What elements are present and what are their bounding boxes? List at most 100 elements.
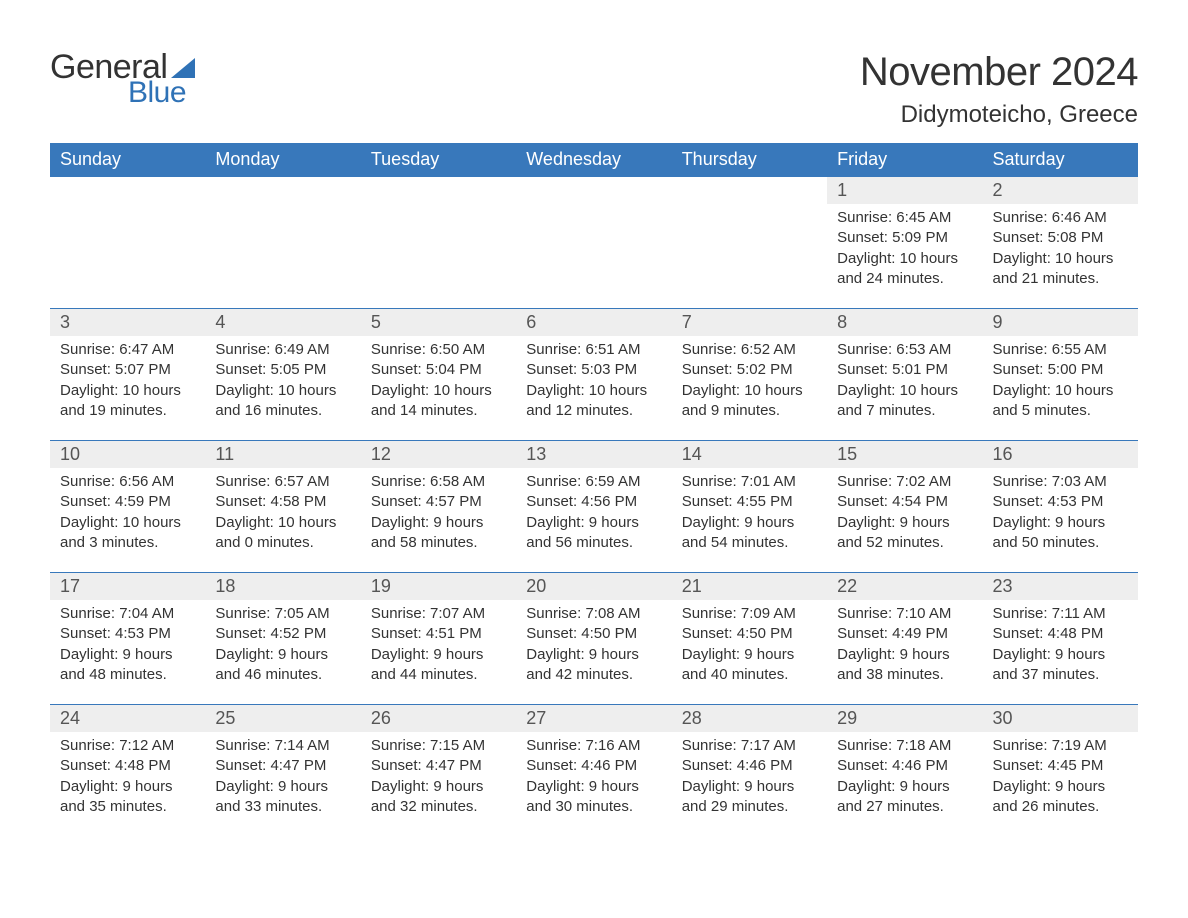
sunset-line: Sunset: 4:51 PM: [371, 624, 506, 644]
day-header: Monday: [205, 143, 360, 177]
day-number: 2: [983, 177, 1138, 204]
sunrise-line: Sunrise: 7:05 AM: [215, 604, 350, 624]
day-cell: 25Sunrise: 7:14 AMSunset: 4:47 PMDayligh…: [205, 705, 360, 837]
day-number: 15: [827, 441, 982, 468]
week-row: 1Sunrise: 6:45 AMSunset: 5:09 PMDaylight…: [50, 177, 1138, 309]
day-number: 10: [50, 441, 205, 468]
week-row: 3Sunrise: 6:47 AMSunset: 5:07 PMDaylight…: [50, 309, 1138, 441]
day-cell: 9Sunrise: 6:55 AMSunset: 5:00 PMDaylight…: [983, 309, 1138, 441]
day-cell: 24Sunrise: 7:12 AMSunset: 4:48 PMDayligh…: [50, 705, 205, 837]
sunrise-line: Sunrise: 6:50 AM: [371, 340, 506, 360]
sunrise-line: Sunrise: 7:01 AM: [682, 472, 817, 492]
daylight-line: Daylight: 9 hours and 29 minutes.: [682, 777, 817, 818]
sunset-line: Sunset: 4:53 PM: [993, 492, 1128, 512]
day-number: 16: [983, 441, 1138, 468]
page-header: General Blue November 2024 Didymoteicho,…: [50, 50, 1138, 129]
day-details: Sunrise: 6:55 AMSunset: 5:00 PMDaylight:…: [983, 336, 1138, 431]
sunrise-line: Sunrise: 7:02 AM: [837, 472, 972, 492]
day-header: Friday: [827, 143, 982, 177]
day-cell: 20Sunrise: 7:08 AMSunset: 4:50 PMDayligh…: [516, 573, 671, 705]
sunset-line: Sunset: 4:46 PM: [526, 756, 661, 776]
day-number: 25: [205, 705, 360, 732]
sunset-line: Sunset: 5:03 PM: [526, 360, 661, 380]
day-number: 24: [50, 705, 205, 732]
daylight-line: Daylight: 9 hours and 52 minutes.: [837, 513, 972, 554]
sunset-line: Sunset: 5:09 PM: [837, 228, 972, 248]
calendar-body: 1Sunrise: 6:45 AMSunset: 5:09 PMDaylight…: [50, 177, 1138, 837]
day-details: Sunrise: 7:10 AMSunset: 4:49 PMDaylight:…: [827, 600, 982, 695]
day-number: 7: [672, 309, 827, 336]
day-cell: 22Sunrise: 7:10 AMSunset: 4:49 PMDayligh…: [827, 573, 982, 705]
day-details: Sunrise: 6:46 AMSunset: 5:08 PMDaylight:…: [983, 204, 1138, 299]
day-number: 20: [516, 573, 671, 600]
sunset-line: Sunset: 4:47 PM: [371, 756, 506, 776]
sunset-line: Sunset: 4:49 PM: [837, 624, 972, 644]
sunset-line: Sunset: 4:48 PM: [60, 756, 195, 776]
day-details: Sunrise: 7:16 AMSunset: 4:46 PMDaylight:…: [516, 732, 671, 827]
sunset-line: Sunset: 5:02 PM: [682, 360, 817, 380]
month-title: November 2024: [860, 50, 1138, 95]
day-cell: 7Sunrise: 6:52 AMSunset: 5:02 PMDaylight…: [672, 309, 827, 441]
sunrise-line: Sunrise: 6:55 AM: [993, 340, 1128, 360]
sunrise-line: Sunrise: 6:51 AM: [526, 340, 661, 360]
daylight-line: Daylight: 10 hours and 12 minutes.: [526, 381, 661, 422]
day-details: Sunrise: 6:47 AMSunset: 5:07 PMDaylight:…: [50, 336, 205, 431]
day-cell: 8Sunrise: 6:53 AMSunset: 5:01 PMDaylight…: [827, 309, 982, 441]
daylight-line: Daylight: 9 hours and 38 minutes.: [837, 645, 972, 686]
day-details: Sunrise: 7:05 AMSunset: 4:52 PMDaylight:…: [205, 600, 360, 695]
day-details: Sunrise: 7:11 AMSunset: 4:48 PMDaylight:…: [983, 600, 1138, 695]
sunset-line: Sunset: 4:56 PM: [526, 492, 661, 512]
day-cell: 14Sunrise: 7:01 AMSunset: 4:55 PMDayligh…: [672, 441, 827, 573]
daylight-line: Daylight: 9 hours and 30 minutes.: [526, 777, 661, 818]
day-cell: 28Sunrise: 7:17 AMSunset: 4:46 PMDayligh…: [672, 705, 827, 837]
sunset-line: Sunset: 5:05 PM: [215, 360, 350, 380]
daylight-line: Daylight: 9 hours and 42 minutes.: [526, 645, 661, 686]
sunset-line: Sunset: 5:00 PM: [993, 360, 1128, 380]
calendar-page: General Blue November 2024 Didymoteicho,…: [0, 0, 1188, 877]
day-cell: 3Sunrise: 6:47 AMSunset: 5:07 PMDaylight…: [50, 309, 205, 441]
sunset-line: Sunset: 4:47 PM: [215, 756, 350, 776]
day-cell: 18Sunrise: 7:05 AMSunset: 4:52 PMDayligh…: [205, 573, 360, 705]
day-header: Sunday: [50, 143, 205, 177]
daylight-line: Daylight: 10 hours and 5 minutes.: [993, 381, 1128, 422]
day-number: 9: [983, 309, 1138, 336]
day-number: 22: [827, 573, 982, 600]
sunrise-line: Sunrise: 7:18 AM: [837, 736, 972, 756]
sunset-line: Sunset: 4:46 PM: [837, 756, 972, 776]
day-number: 3: [50, 309, 205, 336]
sunrise-line: Sunrise: 7:15 AM: [371, 736, 506, 756]
daylight-line: Daylight: 10 hours and 14 minutes.: [371, 381, 506, 422]
sunset-line: Sunset: 4:53 PM: [60, 624, 195, 644]
day-header: Wednesday: [516, 143, 671, 177]
day-cell: 23Sunrise: 7:11 AMSunset: 4:48 PMDayligh…: [983, 573, 1138, 705]
sunrise-line: Sunrise: 6:59 AM: [526, 472, 661, 492]
day-details: Sunrise: 7:12 AMSunset: 4:48 PMDaylight:…: [50, 732, 205, 827]
sunset-line: Sunset: 5:01 PM: [837, 360, 972, 380]
day-cell: 26Sunrise: 7:15 AMSunset: 4:47 PMDayligh…: [361, 705, 516, 837]
location-label: Didymoteicho, Greece: [860, 101, 1138, 129]
day-cell: 12Sunrise: 6:58 AMSunset: 4:57 PMDayligh…: [361, 441, 516, 573]
daylight-line: Daylight: 9 hours and 35 minutes.: [60, 777, 195, 818]
week-row: 17Sunrise: 7:04 AMSunset: 4:53 PMDayligh…: [50, 573, 1138, 705]
sunset-line: Sunset: 4:52 PM: [215, 624, 350, 644]
day-cell: 1Sunrise: 6:45 AMSunset: 5:09 PMDaylight…: [827, 177, 982, 309]
day-number: 1: [827, 177, 982, 204]
daylight-line: Daylight: 10 hours and 19 minutes.: [60, 381, 195, 422]
day-number: 18: [205, 573, 360, 600]
daylight-line: Daylight: 9 hours and 27 minutes.: [837, 777, 972, 818]
week-row: 24Sunrise: 7:12 AMSunset: 4:48 PMDayligh…: [50, 705, 1138, 837]
day-number: 23: [983, 573, 1138, 600]
day-cell: [672, 177, 827, 309]
daylight-line: Daylight: 9 hours and 33 minutes.: [215, 777, 350, 818]
day-number: 14: [672, 441, 827, 468]
sunrise-line: Sunrise: 7:16 AM: [526, 736, 661, 756]
daylight-line: Daylight: 9 hours and 50 minutes.: [993, 513, 1128, 554]
day-cell: 30Sunrise: 7:19 AMSunset: 4:45 PMDayligh…: [983, 705, 1138, 837]
day-details: Sunrise: 6:50 AMSunset: 5:04 PMDaylight:…: [361, 336, 516, 431]
day-number: 30: [983, 705, 1138, 732]
sunset-line: Sunset: 5:07 PM: [60, 360, 195, 380]
day-number: 6: [516, 309, 671, 336]
brand-logo-top: General: [50, 50, 199, 84]
sunrise-line: Sunrise: 7:12 AM: [60, 736, 195, 756]
day-details: Sunrise: 7:17 AMSunset: 4:46 PMDaylight:…: [672, 732, 827, 827]
